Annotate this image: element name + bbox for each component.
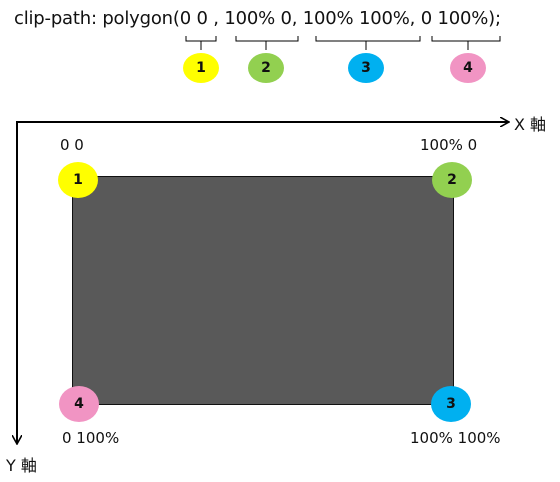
- bracket-4: [431, 36, 501, 50]
- top-badge-1: 1: [183, 53, 219, 83]
- corner-label-2: 100% 0: [420, 136, 478, 154]
- code-separator: ,: [409, 8, 421, 29]
- corner-badge-4: 4: [59, 386, 99, 422]
- corner-badge-1: 1: [58, 162, 98, 198]
- top-badge-2: 2: [248, 53, 284, 83]
- bracket-2: [235, 36, 299, 50]
- corner-label-1: 0 0: [60, 136, 84, 154]
- y-axis-label: Y 軸: [6, 456, 37, 475]
- x-axis-label: X 軸: [514, 115, 547, 134]
- top-badge-4: 4: [450, 53, 486, 83]
- code-point-2: 100% 0: [224, 8, 292, 29]
- corner-badge-3: 3: [431, 386, 471, 422]
- code-prefix: clip-path: polygon(: [14, 8, 180, 29]
- clipped-rectangle: [72, 176, 454, 405]
- corner-label-3: 100% 100%: [410, 429, 501, 447]
- top-badge-3: 3: [348, 53, 384, 83]
- clip-path-code: clip-path: polygon(0 0 , 100% 0, 100% 10…: [14, 8, 501, 29]
- code-point-3: 100% 100%: [302, 8, 410, 29]
- bracket-3: [315, 36, 421, 50]
- code-point-1: 0 0: [179, 8, 208, 29]
- corner-label-4: 0 100%: [62, 429, 120, 447]
- code-suffix: );: [488, 8, 501, 29]
- code-separator: ,: [207, 8, 225, 29]
- bracket-1: [185, 36, 217, 50]
- code-point-4: 0 100%: [420, 8, 489, 29]
- code-brackets: [185, 36, 501, 50]
- code-separator: ,: [291, 8, 303, 29]
- corner-badge-2: 2: [432, 162, 472, 198]
